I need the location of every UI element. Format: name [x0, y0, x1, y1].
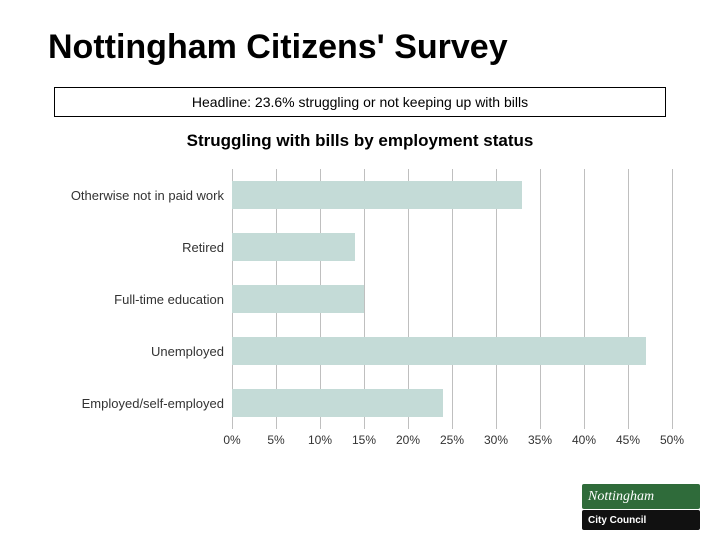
bar-row [232, 377, 672, 429]
x-tick: 10% [308, 433, 332, 447]
plot-area [232, 169, 672, 429]
x-axis: 0%5%10%15%20%25%30%35%40%45%50% [232, 429, 672, 449]
x-tick: 20% [396, 433, 420, 447]
y-label: Unemployed [48, 325, 232, 377]
x-tick: 50% [660, 433, 684, 447]
chart: Otherwise not in paid work Retired Full-… [48, 169, 672, 429]
bar-row [232, 273, 672, 325]
x-tick: 25% [440, 433, 464, 447]
headline-text: Headline: 23.6% struggling or not keepin… [192, 94, 528, 110]
headline-box: Headline: 23.6% struggling or not keepin… [54, 87, 666, 117]
bars [232, 169, 672, 429]
y-label: Employed/self-employed [48, 377, 232, 429]
x-tick: 15% [352, 433, 376, 447]
bar-row [232, 221, 672, 273]
bar-row [232, 325, 672, 377]
y-label: Otherwise not in paid work [48, 169, 232, 221]
logo-bottom: City Council [582, 510, 700, 530]
x-tick: 40% [572, 433, 596, 447]
bar [232, 285, 364, 313]
chart-title: Struggling with bills by employment stat… [48, 131, 672, 151]
bar [232, 233, 355, 261]
slide: Nottingham Citizens' Survey Headline: 23… [0, 0, 720, 540]
page-title: Nottingham Citizens' Survey [48, 28, 672, 67]
x-tick: 5% [267, 433, 284, 447]
bar-row [232, 169, 672, 221]
x-tick: 35% [528, 433, 552, 447]
logo-top: Nottingham [582, 484, 700, 509]
x-tick: 45% [616, 433, 640, 447]
y-label: Full-time education [48, 273, 232, 325]
x-tick: 30% [484, 433, 508, 447]
bar [232, 337, 646, 365]
bar [232, 181, 522, 209]
logo: Nottingham City Council [582, 484, 700, 530]
y-label: Retired [48, 221, 232, 273]
x-tick: 0% [223, 433, 240, 447]
gridline [672, 169, 673, 429]
y-labels: Otherwise not in paid work Retired Full-… [48, 169, 232, 429]
bar [232, 389, 443, 417]
